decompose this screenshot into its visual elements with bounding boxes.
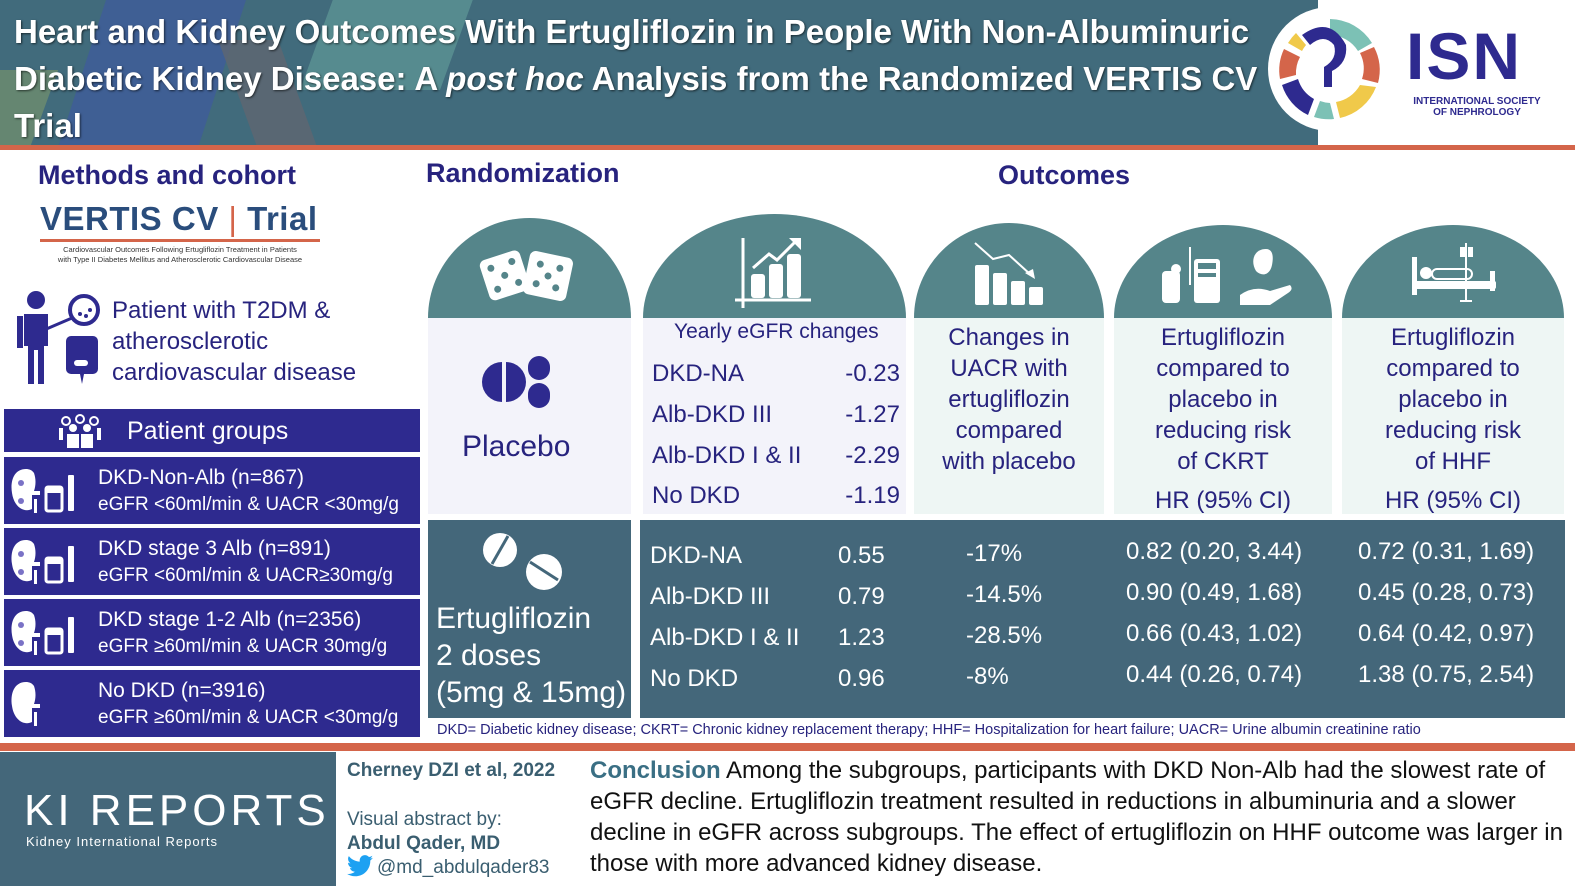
- hhf-header-panel: [1342, 318, 1564, 514]
- hospital-bed-icon: [1412, 243, 1496, 302]
- outcomes-title: Outcomes: [998, 160, 1131, 190]
- uacr-description: Changes in UACR with ertugliflozin compared…: [942, 324, 1076, 475]
- placebo-panel: [428, 318, 631, 514]
- hhf-dome: [1342, 225, 1564, 318]
- group-criteria: eGFR <60ml/min & UACR <30mg/g: [98, 494, 399, 515]
- conclusion-heading: Conclusion: [590, 757, 721, 784]
- isn-ring-icon: [1268, 7, 1392, 131]
- group-criteria: eGFR ≥60ml/min & UACR <30mg/g: [98, 707, 399, 728]
- uacr-dome: [914, 223, 1104, 318]
- ertugliflozin-label: Ertugliflozin 2 doses (5mg & 15mg): [436, 602, 627, 709]
- group-criteria: eGFR <60ml/min & UACR≥30mg/g: [98, 565, 393, 586]
- uacr-header-panel: [914, 318, 1104, 514]
- egfr-placebo-panel: [643, 318, 906, 514]
- group-name: No DKD (n=3916): [98, 679, 266, 702]
- group-name: DKD-Non-Alb (n=867): [98, 466, 305, 489]
- conclusion-text: Conclusion Among the subgroups, particip…: [590, 757, 1563, 877]
- ckrt-hr-label: HR (95% CI): [1154, 487, 1292, 514]
- divider: [0, 743, 1575, 751]
- kidney-icon: [11, 682, 41, 726]
- group-name: DKD stage 1-2 Alb (n=2356): [98, 608, 362, 631]
- egfr-dome: [643, 214, 906, 318]
- dice-icon: [479, 250, 573, 301]
- chart-up-icon: [735, 238, 811, 308]
- patient-group-item: No DKD (n=3916) eGFR ≥60ml/min & UACR <3…: [4, 670, 420, 737]
- placebo-row: Alb-DKD I & II -2.29: [652, 442, 900, 469]
- patient-description: Patient with T2DM & atherosclerotic card…: [112, 297, 357, 386]
- ckrt-dome: [1114, 225, 1332, 318]
- trial-description: Cardiovascular Outcomes Following Ertugl…: [57, 245, 303, 264]
- journal-subtitle: Kidney International Reports: [26, 834, 219, 849]
- placebo-row: No DKD -1.19: [652, 482, 900, 509]
- randomization-dome: [428, 218, 631, 318]
- tablets-icon: [483, 533, 562, 590]
- chart-down-icon: [974, 242, 1043, 305]
- group-name: DKD stage 3 Alb (n=891): [98, 537, 331, 560]
- isn-logo: ISN INTERNATIONAL SOCIETY OF NEPHROLOGY: [1268, 0, 1575, 145]
- ertugliflozin-results-panel: [640, 520, 1565, 718]
- egfr-changes-title: Yearly eGFR changes: [674, 320, 879, 343]
- dialysis-kidney-icon: [1162, 247, 1292, 305]
- patient-groups-title: Patient groups: [127, 417, 289, 445]
- citation: Cherney DZI et al, 2022: [347, 760, 556, 781]
- twitter-icon: [347, 855, 373, 877]
- patient-groups-header: Patient groups: [4, 409, 420, 452]
- hhf-description: Ertugliflozin compared to placebo in reduci…: [1384, 324, 1522, 475]
- placebo-row: Alb-DKD III -1.27: [652, 401, 900, 428]
- methods-title: Methods and cohort: [38, 160, 296, 190]
- journal-title: KI REPORTS: [24, 786, 330, 835]
- patient-group-item: DKD stage 3 Alb (n=891) eGFR <60ml/min &…: [4, 528, 420, 595]
- patient-glucometer-icon: [17, 291, 100, 384]
- patient-group-item: DKD-Non-Alb (n=867) eGFR <60ml/min & UAC…: [4, 457, 420, 524]
- hhf-hr-label: HR (95% CI): [1384, 487, 1522, 514]
- group-criteria: eGFR ≥60ml/min & UACR 30mg/g: [98, 636, 388, 657]
- kidney-urine-test-icon: [11, 469, 74, 513]
- kidney-urine-test-icon: [11, 611, 74, 655]
- page-title: Heart and Kidney Outcomes With Ertuglifl…: [14, 13, 1258, 144]
- visual-abstract-credit: Visual abstract by: Abdul Qader, MD: [347, 809, 502, 854]
- kidney-urine-test-icon: [11, 540, 74, 584]
- isn-logo-subtitle: INTERNATIONAL SOCIETY OF NEPHROLOGY: [1413, 96, 1541, 118]
- ckrt-header-panel: [1114, 318, 1332, 514]
- patient-group-item: DKD stage 1-2 Alb (n=2356) eGFR ≥60ml/mi…: [4, 599, 420, 666]
- journal-logo: KI REPORTS Kidney International Reports: [0, 752, 336, 886]
- isn-logo-text: ISN: [1406, 19, 1523, 93]
- placebo-pills-icon: [482, 356, 550, 408]
- ckrt-description: Ertugliflozin compared to placebo in reduci…: [1154, 324, 1292, 475]
- divider: [0, 145, 1575, 150]
- placebo-row: DKD-NA -0.23: [652, 360, 900, 387]
- randomization-title: Randomization: [426, 158, 620, 188]
- ertugliflozin-panel: [428, 520, 631, 718]
- twitter-handle[interactable]: @md_abdulqader83: [347, 855, 549, 879]
- vertis-cv-logo: VERTIS CV | Trial Cardiovascular Outcome…: [40, 200, 320, 265]
- people-group-icon: [59, 414, 101, 448]
- author-name: Abdul Qader, MD: [347, 833, 501, 854]
- abbreviations-footnote: DKD= Diabetic kidney disease; CKRT= Chro…: [437, 722, 1421, 738]
- placebo-label: Placebo: [462, 430, 571, 463]
